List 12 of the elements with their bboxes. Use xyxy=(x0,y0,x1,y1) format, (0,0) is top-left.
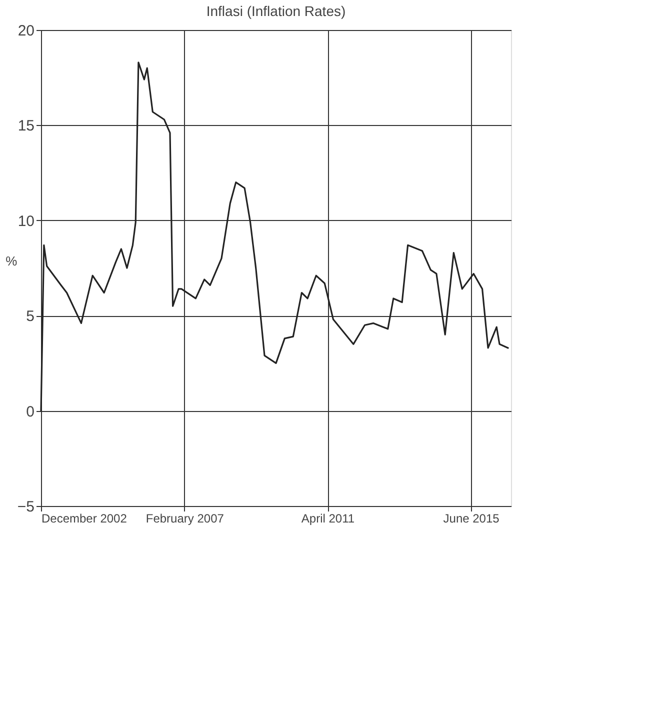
chart-title: Inflasi (Inflation Rates) xyxy=(206,3,346,19)
y-tick-label: 0 xyxy=(26,403,34,420)
y-tick-label: 10 xyxy=(18,212,34,230)
x-tick-label: June 2015 xyxy=(443,512,500,526)
x-tick-label: April 2011 xyxy=(301,512,355,526)
x-tick-label: December 2002 xyxy=(42,512,128,526)
y-tick-label: 15 xyxy=(18,118,34,135)
y-tick-label: 5 xyxy=(26,308,34,326)
y-axis-title: % xyxy=(6,254,18,268)
x-tick-label: February 2007 xyxy=(146,512,224,526)
y-tick-label: −5 xyxy=(17,498,34,516)
y-tick-label: 20 xyxy=(18,22,34,40)
